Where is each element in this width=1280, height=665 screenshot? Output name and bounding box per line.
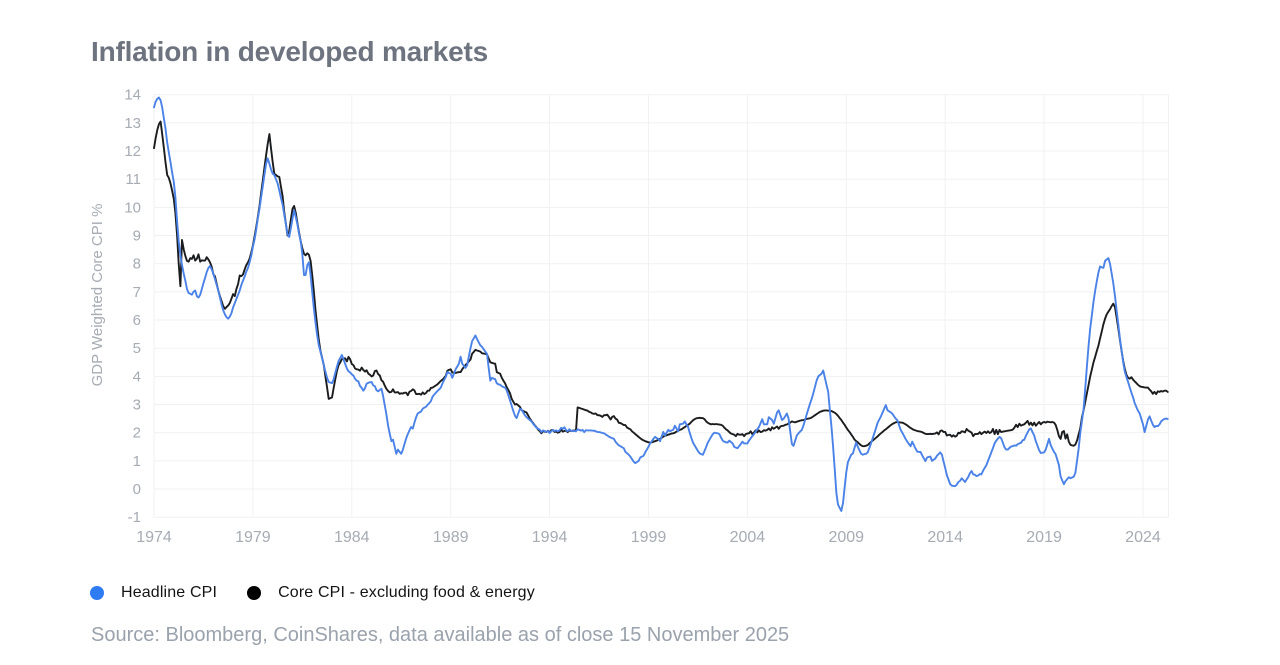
legend: Headline CPI Core CPI - excluding food &…: [90, 584, 535, 602]
x-tick-label: 2024: [1125, 529, 1161, 546]
x-tick-label: 1999: [631, 529, 667, 546]
y-tick-label: 9: [133, 228, 141, 245]
legend-item-core-cpi: Core CPI - excluding food & energy: [247, 584, 535, 602]
chart-title: Inflation in developed markets: [91, 36, 488, 67]
y-tick-label: 1: [133, 453, 141, 470]
headline-cpi-dot-icon: [90, 586, 104, 600]
y-tick-label: 2: [133, 425, 141, 442]
y-tick-label: 14: [124, 87, 141, 104]
y-tick-label: 8: [133, 256, 141, 273]
y-tick-label: 4: [133, 368, 141, 385]
x-tick-label: 1974: [136, 529, 172, 546]
y-tick-label: 5: [133, 340, 141, 357]
series-core-cpi: [153, 120, 1169, 448]
x-tick-label: 2019: [1026, 529, 1062, 546]
x-tick-label: 2014: [927, 529, 963, 546]
x-tick-label: 2009: [828, 529, 864, 546]
x-tick-label: 1979: [235, 529, 271, 546]
x-tick-label: 1989: [433, 529, 469, 546]
y-tick-label: 6: [133, 312, 141, 329]
y-tick-label: 7: [133, 284, 141, 301]
core-cpi-dot-icon: [247, 586, 262, 600]
y-tick-label: -1: [128, 509, 141, 526]
x-tick-label: 2004: [730, 529, 766, 546]
series-headline-cpi: [153, 96, 1169, 512]
source-note: Source: Bloomberg, CoinShares, data avai…: [91, 624, 790, 646]
y-axis-title: GDP Weighted Core CPI %: [89, 204, 106, 387]
line-chart: -1 0 1 2 3 4 5 6 7 8 9 10 11 12 13 14 1974 1979 1984 1989 19…: [89, 87, 1169, 546]
x-tick-label: 1984: [334, 529, 370, 546]
y-tick-label: 10: [124, 199, 141, 216]
y-tick-label: 11: [125, 171, 141, 188]
y-tick-label: 12: [124, 143, 141, 160]
y-tick-label: 13: [124, 115, 141, 132]
x-tick-label: 1994: [532, 529, 568, 546]
legend-item-headline-cpi: Headline CPI: [90, 584, 217, 602]
legend-label: Headline CPI: [121, 584, 218, 601]
y-tick-label: 0: [133, 481, 141, 498]
y-tick-label: 3: [133, 397, 141, 414]
legend-label: Core CPI - excluding food & energy: [278, 584, 535, 601]
